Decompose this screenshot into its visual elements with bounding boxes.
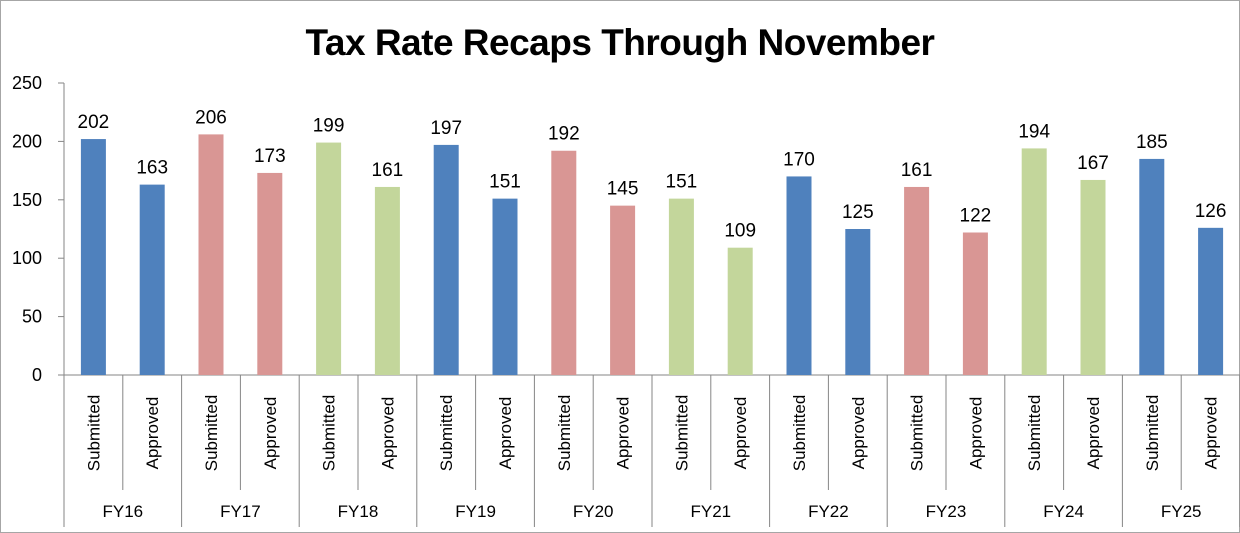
category-label: Submitted xyxy=(1025,395,1044,472)
data-label: 161 xyxy=(372,160,404,181)
group-label: FY21 xyxy=(690,502,731,521)
category-label: Submitted xyxy=(790,395,809,472)
bar xyxy=(316,142,342,375)
bar xyxy=(1139,158,1165,375)
category-label: Approved xyxy=(966,397,985,470)
category-label: Approved xyxy=(731,397,750,470)
category-label: Approved xyxy=(496,397,515,470)
data-label: 202 xyxy=(78,112,110,133)
category-label: Approved xyxy=(378,397,397,470)
data-label: 197 xyxy=(430,118,462,139)
group-label: FY19 xyxy=(455,502,496,521)
bar xyxy=(257,172,283,375)
bar xyxy=(786,176,812,375)
data-label: 163 xyxy=(136,158,168,179)
category-label: Approved xyxy=(849,397,868,470)
group-label: FY22 xyxy=(808,502,849,521)
bar xyxy=(610,205,636,375)
bar xyxy=(433,144,459,375)
group-label: FY16 xyxy=(102,502,143,521)
category-label: Submitted xyxy=(437,395,456,472)
data-label: 125 xyxy=(842,202,874,223)
bar xyxy=(1198,227,1224,375)
bar xyxy=(668,198,694,375)
group-label: FY23 xyxy=(926,502,967,521)
category-label: Submitted xyxy=(672,395,691,472)
data-label: 173 xyxy=(254,146,286,167)
category-label: Approved xyxy=(1202,397,1221,470)
category-label: Submitted xyxy=(84,395,103,472)
data-label: 151 xyxy=(666,172,698,193)
group-label: FY20 xyxy=(573,502,614,521)
category-label: Submitted xyxy=(555,395,574,472)
data-label: 192 xyxy=(548,124,580,145)
bar xyxy=(962,232,988,375)
bar xyxy=(374,186,400,375)
data-label: 206 xyxy=(195,107,227,128)
chart-title: Tax Rate Recaps Through November xyxy=(305,22,935,63)
data-label: 194 xyxy=(1018,121,1050,142)
group-label: FY25 xyxy=(1161,502,1202,521)
data-labels: 202 163 206 173 199 161 197 151 192 145 151 109 170 1… xyxy=(78,107,1227,241)
bar xyxy=(551,150,577,375)
data-label: 145 xyxy=(607,179,639,200)
category-label: Submitted xyxy=(908,395,927,472)
y-tick-label: 50 xyxy=(22,307,42,327)
bar xyxy=(845,229,871,375)
data-label: 199 xyxy=(313,116,345,137)
y-tick-label: 100 xyxy=(12,248,42,268)
category-label: Submitted xyxy=(1143,395,1162,472)
data-label: 122 xyxy=(960,206,992,227)
group-label: FY24 xyxy=(1043,502,1084,521)
group-label: FY17 xyxy=(220,502,261,521)
data-label: 109 xyxy=(724,221,756,242)
data-label: 167 xyxy=(1077,153,1109,174)
bar xyxy=(727,247,753,375)
category-label: Submitted xyxy=(320,395,339,472)
bar xyxy=(904,186,930,375)
group-label: FY18 xyxy=(338,502,379,521)
y-tick-label: 150 xyxy=(12,190,42,210)
bar xyxy=(1080,179,1106,375)
category-label: Approved xyxy=(143,397,162,470)
data-label: 185 xyxy=(1136,132,1168,153)
bar xyxy=(198,134,224,375)
y-tick-label: 250 xyxy=(12,73,42,93)
bars xyxy=(80,134,1224,375)
bar xyxy=(80,139,106,375)
category-label: Approved xyxy=(614,397,633,470)
y-tick-label: 0 xyxy=(32,365,42,385)
category-label: Approved xyxy=(261,397,280,470)
category-label: Approved xyxy=(1084,397,1103,470)
data-label: 170 xyxy=(783,149,815,170)
y-tick-label: 200 xyxy=(12,131,42,151)
bar xyxy=(492,198,518,375)
data-label: 161 xyxy=(901,160,933,181)
category-labels: Submitted Approved FY16 Submitted Approved FY… xyxy=(84,395,1220,521)
bar xyxy=(1021,148,1047,375)
data-label: 151 xyxy=(489,172,521,193)
category-label: Submitted xyxy=(202,395,221,472)
bar xyxy=(139,184,165,375)
data-label: 126 xyxy=(1195,201,1227,222)
